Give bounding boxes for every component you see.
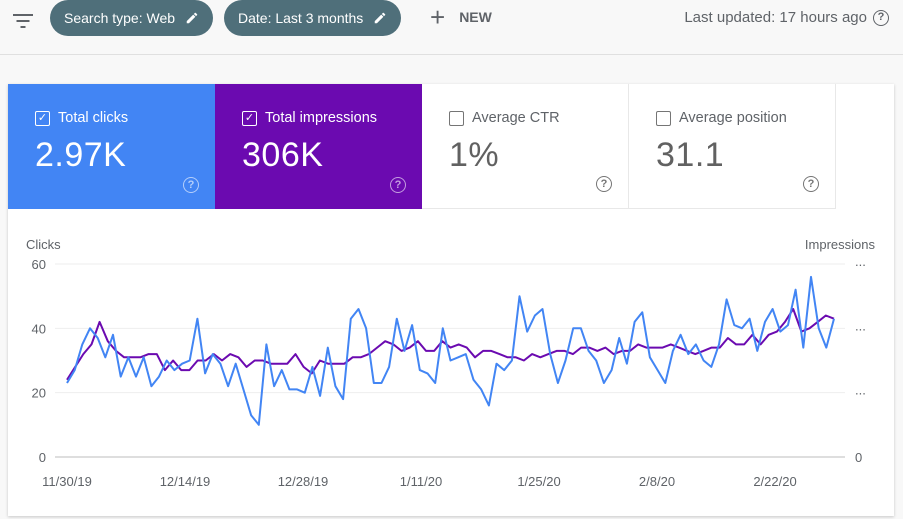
pencil-icon	[186, 12, 198, 24]
y-tick-label-left: 60	[32, 257, 46, 272]
filter-list-icon[interactable]	[12, 9, 34, 29]
checkbox-unchecked-icon[interactable]	[449, 110, 464, 126]
help-icon[interactable]: ?	[183, 177, 199, 193]
y-tick-label-right: ...	[855, 318, 866, 333]
x-tick-label: 12/28/19	[278, 474, 329, 489]
y-tick-label-right: 0	[855, 450, 862, 465]
plus-icon: +	[430, 2, 446, 32]
checkbox-unchecked-icon[interactable]	[656, 110, 671, 126]
y-tick-label-right: ...	[855, 383, 866, 398]
x-tick-label: 2/22/20	[753, 474, 796, 489]
new-filter-button[interactable]: + NEW	[430, 2, 492, 32]
metric-value: 31.1	[656, 136, 725, 174]
x-tick-label: 1/25/20	[517, 474, 560, 489]
y-tick-label-right: ...	[855, 254, 866, 269]
chip-label: Date: Last 3 months	[238, 10, 364, 26]
metric-total-impressions[interactable]: ✓ Total impressions 306K ?	[215, 84, 422, 209]
chip-label: Search type: Web	[64, 10, 176, 26]
last-updated-text: Last updated: 17 hours ago	[684, 9, 867, 26]
y-axis-title-right: Impressions	[805, 237, 876, 252]
x-tick-label: 2/8/20	[639, 474, 675, 489]
checkbox-checked-icon[interactable]: ✓	[35, 110, 50, 126]
performance-chart: Clicks Impressions 0 0 20 ... 40 ... 60... 11/…	[26, 237, 876, 489]
x-tick-label: 11/30/19	[42, 474, 92, 489]
x-tick-label: 1/11/20	[400, 474, 442, 489]
metric-label: Total impressions	[265, 110, 378, 126]
x-tick-label: 12/14/19	[160, 474, 211, 489]
y-tick-label-left: 0	[39, 450, 46, 465]
help-icon[interactable]: ?	[596, 176, 612, 192]
y-axis-title-left: Clicks	[26, 237, 61, 252]
performance-card: ✓ Total clicks 2.97K ? ✓ Total impressio…	[8, 84, 894, 516]
help-icon[interactable]: ?	[873, 9, 889, 26]
pencil-icon	[375, 12, 386, 24]
last-updated: Last updated: 17 hours ago ?	[684, 9, 889, 26]
toolbar: Search type: Web Date: Last 3 months + N…	[0, 0, 903, 55]
metric-value: 306K	[242, 136, 324, 174]
new-label: NEW	[459, 9, 492, 25]
metric-value: 2.97K	[35, 136, 127, 174]
metric-value: 1%	[449, 136, 500, 174]
y-tick-label-left: 20	[32, 386, 46, 401]
metric-total-clicks[interactable]: ✓ Total clicks 2.97K ?	[8, 84, 215, 209]
y-tick-label-left: 40	[32, 321, 46, 336]
metric-label: Average position	[679, 110, 787, 126]
metric-average-ctr[interactable]: Average CTR 1% ?	[422, 84, 629, 209]
checkbox-checked-icon[interactable]: ✓	[242, 110, 257, 126]
help-icon[interactable]: ?	[390, 177, 406, 193]
series-line-clicks[interactable]	[66, 275, 835, 426]
help-icon[interactable]: ?	[803, 176, 819, 192]
date-range-chip[interactable]: Date: Last 3 months	[224, 0, 402, 36]
metric-average-position[interactable]: Average position 31.1 ?	[629, 84, 836, 209]
metric-label: Total clicks	[58, 110, 129, 126]
series-line-impressions[interactable]	[66, 308, 835, 381]
search-type-chip[interactable]: Search type: Web	[50, 0, 214, 36]
metric-label: Average CTR	[472, 110, 560, 126]
